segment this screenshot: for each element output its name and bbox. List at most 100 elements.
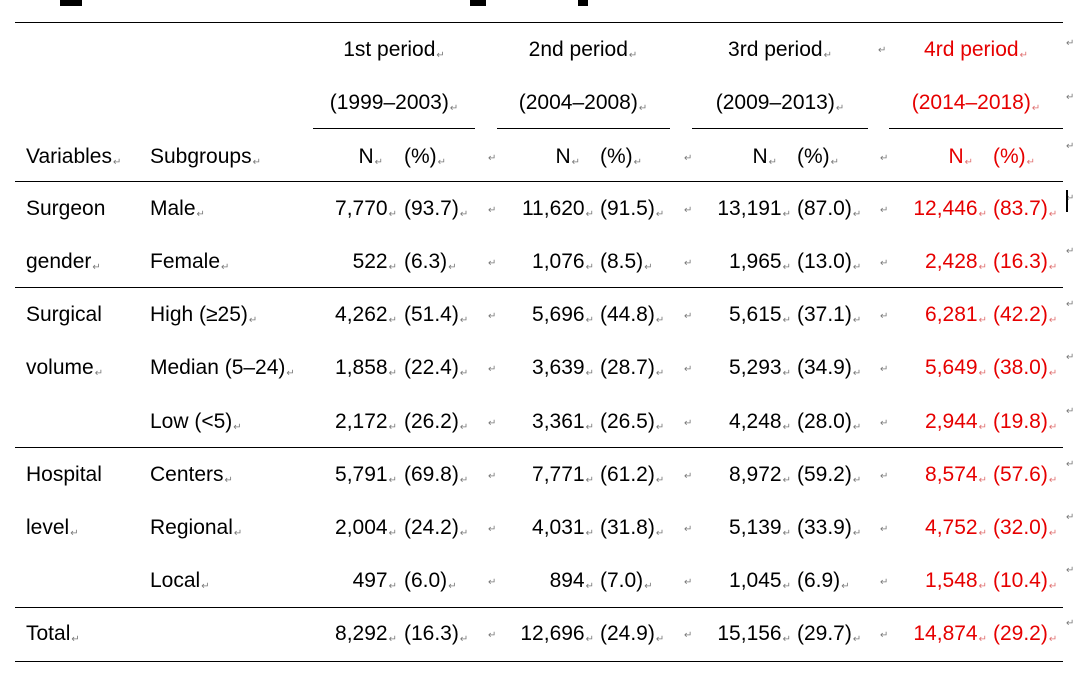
n-value: 6,281↵ (925, 303, 987, 333)
paragraph-mark-icon: ↵ (388, 368, 397, 379)
paragraph-mark-icon: ↵ (585, 634, 594, 645)
paragraph-mark-icon: ↵ (459, 368, 469, 379)
paragraph-mark-icon: ↵ (633, 157, 643, 168)
paragraph-mark-icon: ↵ (644, 262, 653, 273)
n-value-text: 8,292 (335, 622, 388, 645)
paragraph-mark-icon: ↵ (388, 209, 397, 220)
paragraph-mark-icon: ↵ (835, 103, 845, 114)
paragraph-mark-icon: ↵ (823, 50, 832, 61)
paragraph-mark-icon: ↵ (585, 368, 594, 379)
paragraph-mark-icon: ↵ (978, 475, 987, 486)
n-value-text: 1,076 (532, 250, 585, 273)
paragraph-mark-icon: ↵ (1048, 368, 1058, 379)
period-4-name-text: 4rd period (924, 38, 1019, 61)
pct-value-text: (42.2) (993, 303, 1048, 326)
pct-value: (13.0)↵ (797, 250, 861, 280)
paragraph-mark-icon: ↵ (1048, 209, 1058, 220)
subgroup-label: Regional↵ (150, 516, 242, 546)
pct-value: (93.7)↵ (404, 197, 468, 227)
variable-label-text: gender (26, 250, 92, 273)
paragraph-mark-icon: ↵ (655, 528, 665, 539)
pct-value-text: (69.8) (404, 463, 459, 486)
pct-value: (69.8)↵ (404, 463, 468, 493)
total-top-rule (15, 607, 1063, 608)
paragraph-mark-icon: ↵ (459, 315, 469, 326)
column-gap-mark: ↵ (684, 577, 693, 588)
pct-value-text: (93.7) (404, 197, 459, 220)
paragraph-mark-icon: ↵ (1026, 157, 1036, 168)
pct-value: (28.7)↵ (600, 356, 664, 386)
column-gap-mark: ↵ (880, 153, 889, 164)
clipped-text-fragment (60, 0, 82, 6)
column-gap-mark: ↵ (684, 418, 693, 429)
column-gap-mark: ↵ (880, 418, 889, 429)
pct-value: (6.9)↵ (797, 569, 850, 599)
n-value-text: 5,615 (729, 303, 782, 326)
n-value: 14,874↵ (913, 622, 987, 652)
n-value-text: 13,191 (717, 197, 782, 220)
n-value: 522↵ (353, 250, 397, 280)
paragraph-mark-icon: ↵ (964, 157, 973, 168)
pct-header-1-text: (%) (404, 145, 437, 168)
row-end-mark: ↵ (1066, 246, 1075, 257)
pct-value: (16.3)↵ (404, 622, 468, 652)
variable-label: Surgeon (26, 197, 105, 221)
column-gap-mark: ↵ (488, 418, 497, 429)
paragraph-mark-icon: ↵ (852, 315, 862, 326)
n-value: 1,076↵ (532, 250, 594, 280)
paragraph-mark-icon: ↵ (655, 315, 665, 326)
n-value: 2,172↵ (335, 410, 397, 440)
paragraph-mark-icon: ↵ (852, 262, 862, 273)
subgroup-label-text: Local (150, 569, 201, 592)
paragraph-mark-icon: ↵ (782, 475, 791, 486)
paragraph-mark-icon: ↵ (852, 634, 862, 645)
pct-value: (6.0)↵ (404, 569, 457, 599)
pct-value-text: (7.0) (600, 569, 644, 592)
paragraph-mark-icon: ↵ (782, 581, 791, 592)
variable-label: Total↵ (26, 622, 80, 652)
n-value-text: 8,972 (729, 463, 782, 486)
n-header-4-text: N (948, 145, 964, 168)
paragraph-mark-icon: ↵ (459, 209, 469, 220)
n-value: 1,548↵ (925, 569, 987, 599)
pct-value-text: (31.8) (600, 516, 655, 539)
text-cursor (1066, 190, 1068, 212)
pct-value: (42.2)↵ (993, 303, 1057, 333)
pct-value-text: (13.0) (797, 250, 852, 273)
column-gap-mark: ↵ (488, 153, 497, 164)
paragraph-mark-icon: ↵ (782, 209, 791, 220)
n-value: 12,696↵ (520, 622, 594, 652)
column-gap-mark: ↵ (880, 471, 889, 482)
n-value: 4,031↵ (532, 516, 594, 546)
n-value: 2,428↵ (925, 250, 987, 280)
row-end-mark: ↵ (1066, 406, 1075, 417)
column-gap-mark: ↵ (684, 524, 693, 535)
subgroup-label: Female↵ (150, 250, 229, 280)
pct-value-text: (28.7) (600, 356, 655, 379)
n-value-text: 6,281 (925, 303, 978, 326)
n-value-text: 4,031 (532, 516, 585, 539)
pct-value-text: (57.6) (993, 463, 1048, 486)
paragraph-mark-icon: ↵ (655, 634, 665, 645)
n-header-1-text: N (358, 145, 374, 168)
period-underline-4 (889, 128, 1063, 129)
period-2-name: 2nd period↵ (493, 38, 673, 68)
period-3-name-text: 3rd period (728, 38, 823, 61)
paragraph-mark-icon: ↵ (768, 157, 777, 168)
paragraph-mark-icon: ↵ (388, 634, 397, 645)
subgroups-header-text: Subgroups (150, 145, 252, 168)
n-value: 894↵ (550, 569, 594, 599)
n-value: 1,858↵ (335, 356, 397, 386)
paragraph-mark-icon: ↵ (1048, 422, 1058, 433)
paragraph-mark-icon: ↵ (248, 315, 258, 326)
clipped-text-fragment (470, 0, 486, 6)
variables-header-text: Variables (26, 145, 112, 168)
pct-value: (31.8)↵ (600, 516, 664, 546)
pct-value: (87.0)↵ (797, 197, 861, 227)
period-3-name: 3rd period↵ (690, 38, 870, 68)
paragraph-mark-icon: ↵ (638, 103, 648, 114)
paragraph-mark-icon: ↵ (388, 475, 397, 486)
row-end-mark: ↵ (1066, 565, 1075, 576)
pct-value: (83.7)↵ (993, 197, 1057, 227)
n-value-text: 3,639 (532, 356, 585, 379)
